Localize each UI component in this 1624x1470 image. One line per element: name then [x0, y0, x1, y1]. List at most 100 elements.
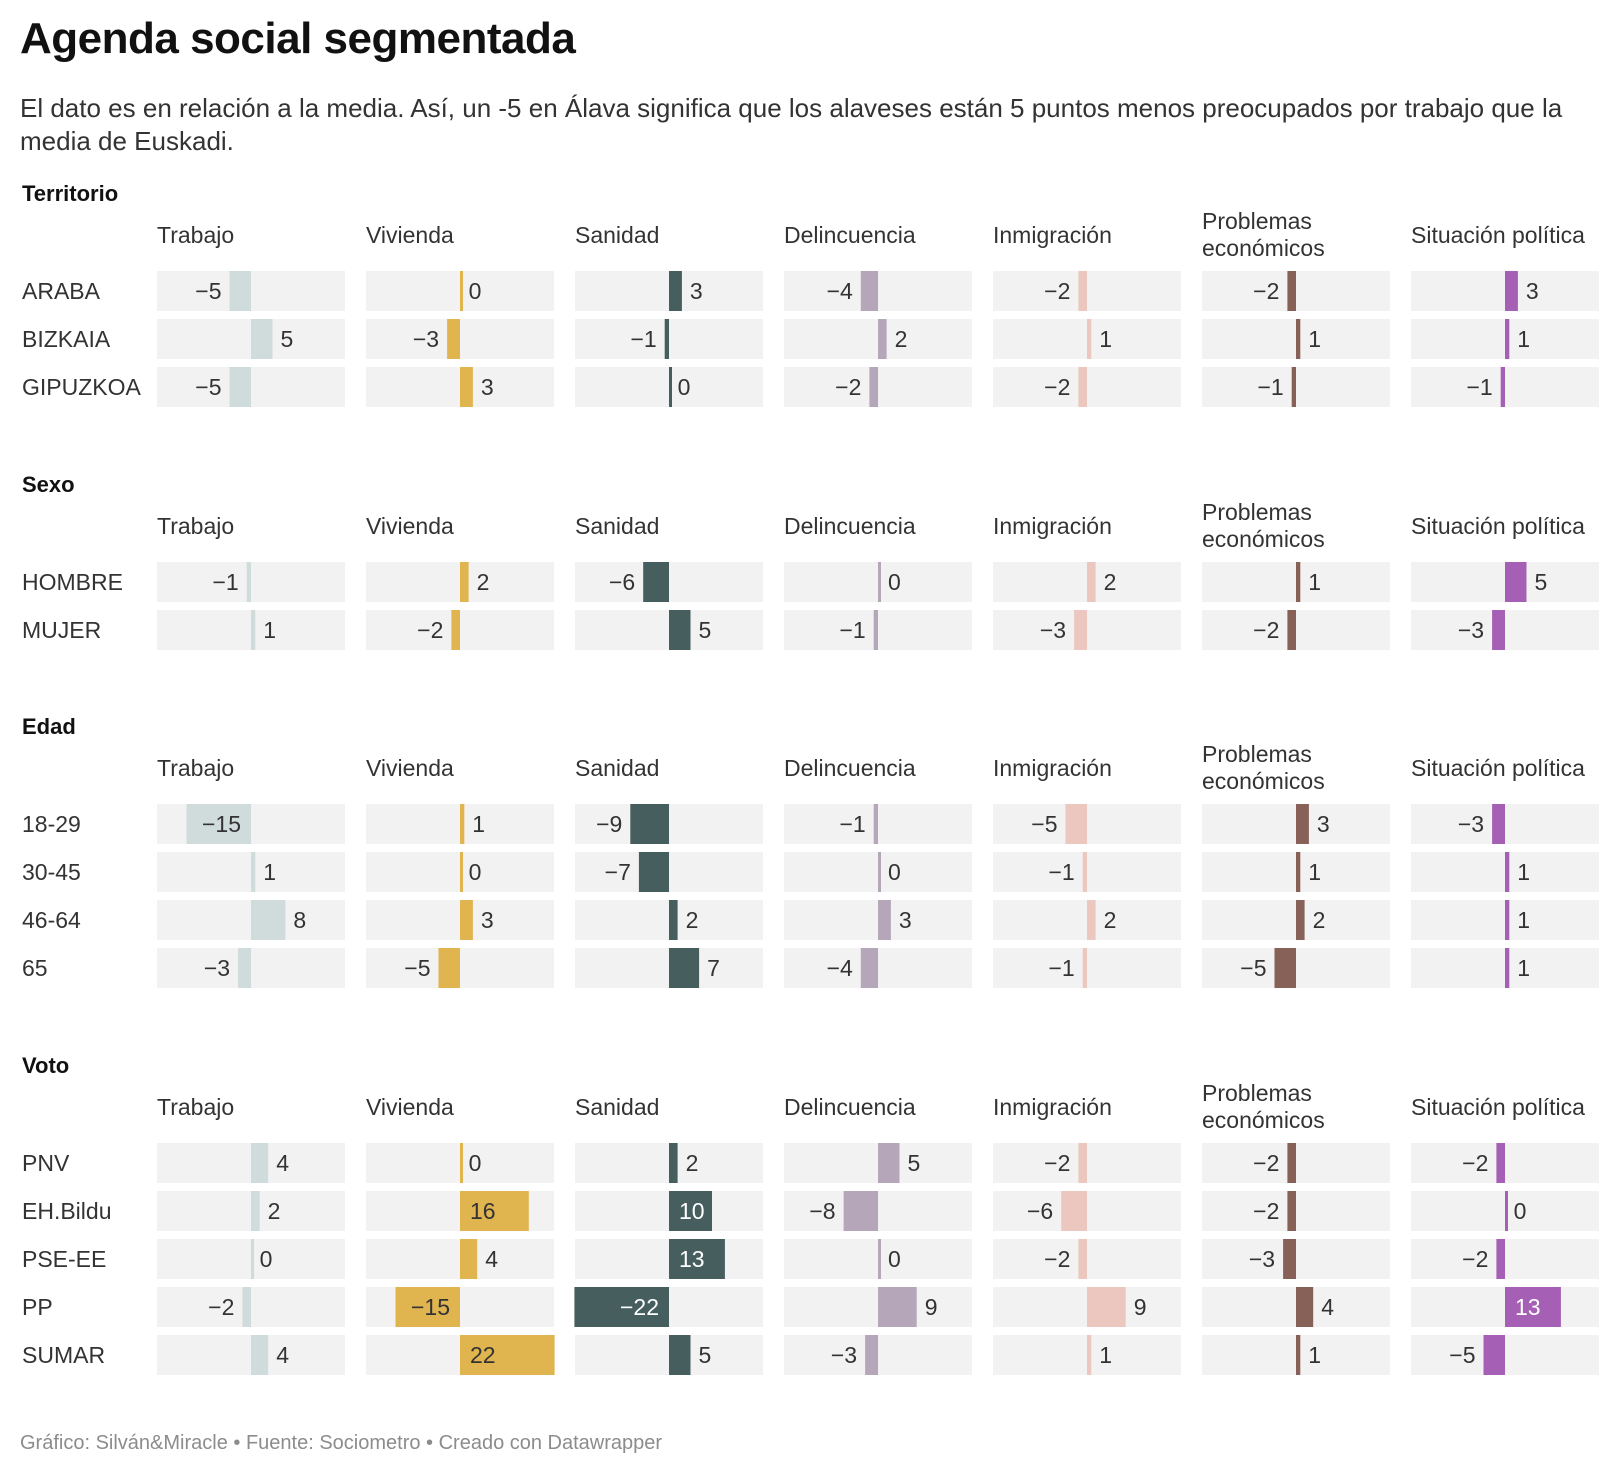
value-label: −2 — [1253, 1150, 1279, 1176]
bar — [460, 804, 465, 844]
value-label: 2 — [895, 326, 908, 352]
bar — [1505, 319, 1510, 359]
bar — [638, 852, 669, 892]
value-label: 9 — [925, 1294, 938, 1320]
value-label: 1 — [1517, 326, 1530, 352]
column-header: económicos — [1202, 768, 1325, 794]
group-heading: Sexo — [22, 472, 75, 497]
bar — [860, 271, 878, 311]
value-label: −2 — [1462, 1150, 1488, 1176]
bar — [395, 1287, 460, 1327]
value-label: −3 — [413, 326, 439, 352]
bar — [438, 948, 460, 988]
value-label: 4 — [1321, 1294, 1334, 1320]
value-label: 10 — [679, 1198, 705, 1224]
value-label: −2 — [1044, 1246, 1070, 1272]
column-header: económicos — [1202, 1107, 1325, 1133]
value-label: 5 — [699, 617, 712, 643]
value-label: 0 — [1514, 1198, 1527, 1224]
value-label: 7 — [707, 955, 720, 981]
value-label: 4 — [485, 1246, 498, 1272]
value-label: −22 — [620, 1294, 659, 1320]
value-label: −15 — [411, 1294, 450, 1320]
value-label: −1 — [1466, 374, 1492, 400]
bar — [878, 1287, 917, 1327]
chart-subtitle: El dato es en relación a la media. Así, … — [20, 93, 1563, 156]
column-header: Situación política — [1411, 222, 1585, 248]
bar — [1505, 1191, 1508, 1231]
bar — [1505, 852, 1510, 892]
value-label: 3 — [481, 907, 494, 933]
row-label: PSE-EE — [22, 1246, 106, 1272]
bar — [460, 1191, 529, 1231]
value-label: 0 — [469, 278, 482, 304]
bar — [574, 1287, 669, 1327]
bar — [186, 804, 251, 844]
column-header: Inmigración — [993, 513, 1112, 539]
value-label: −2 — [208, 1294, 234, 1320]
value-label: 1 — [1308, 569, 1321, 595]
row-label: ARABA — [22, 278, 101, 304]
value-label: 1 — [1308, 1342, 1321, 1368]
bar — [878, 1239, 881, 1279]
value-label: −2 — [1044, 1150, 1070, 1176]
bar — [1287, 1143, 1296, 1183]
value-label: −7 — [605, 859, 631, 885]
bar — [1505, 562, 1527, 602]
row-label: EH.Bildu — [22, 1198, 111, 1224]
bar — [1492, 804, 1505, 844]
bar — [669, 610, 691, 650]
value-label: −3 — [204, 955, 230, 981]
bar — [878, 319, 887, 359]
bar — [1296, 900, 1305, 940]
bar — [1274, 948, 1296, 988]
value-label: 3 — [899, 907, 912, 933]
bar — [1496, 1239, 1505, 1279]
value-label: 1 — [1517, 907, 1530, 933]
bar — [1505, 1287, 1561, 1327]
value-label: −2 — [1044, 278, 1070, 304]
value-label: −1 — [1257, 374, 1283, 400]
bar — [865, 1335, 878, 1375]
bar — [669, 367, 672, 407]
column-header: Trabajo — [157, 222, 234, 248]
value-label: −3 — [1249, 1246, 1275, 1272]
bar — [1078, 1239, 1087, 1279]
bar — [860, 948, 878, 988]
bar — [1065, 804, 1087, 844]
bar — [1082, 948, 1087, 988]
value-label: 16 — [470, 1198, 496, 1224]
group-heading: Edad — [22, 714, 76, 739]
bar — [669, 1191, 712, 1231]
value-label: 1 — [1099, 1342, 1112, 1368]
bar — [1287, 1191, 1296, 1231]
bar — [878, 1143, 900, 1183]
value-label: 5 — [908, 1150, 921, 1176]
bar — [460, 900, 473, 940]
value-label: 1 — [263, 859, 276, 885]
bar — [669, 1143, 678, 1183]
column-header: Situación política — [1411, 513, 1585, 539]
value-label: −2 — [1253, 1198, 1279, 1224]
value-label: 2 — [686, 1150, 699, 1176]
value-label: 0 — [888, 1246, 901, 1272]
value-label: −1 — [839, 617, 865, 643]
value-label: −3 — [831, 1342, 857, 1368]
bar — [1087, 900, 1096, 940]
value-label: −2 — [1462, 1246, 1488, 1272]
value-label: 22 — [470, 1342, 496, 1368]
column-header: Sanidad — [575, 513, 659, 539]
bar — [251, 900, 286, 940]
bar — [251, 1335, 269, 1375]
value-label: 9 — [1134, 1294, 1147, 1320]
column-header: Situación política — [1411, 755, 1585, 781]
bar — [460, 1143, 463, 1183]
row-label: SUMAR — [22, 1342, 105, 1368]
value-label: 13 — [679, 1246, 705, 1272]
column-header: Trabajo — [157, 513, 234, 539]
value-label: −6 — [1027, 1198, 1053, 1224]
bar — [460, 1239, 478, 1279]
value-label: 2 — [477, 569, 490, 595]
value-label: −4 — [827, 955, 853, 981]
column-header: Inmigración — [993, 1094, 1112, 1120]
